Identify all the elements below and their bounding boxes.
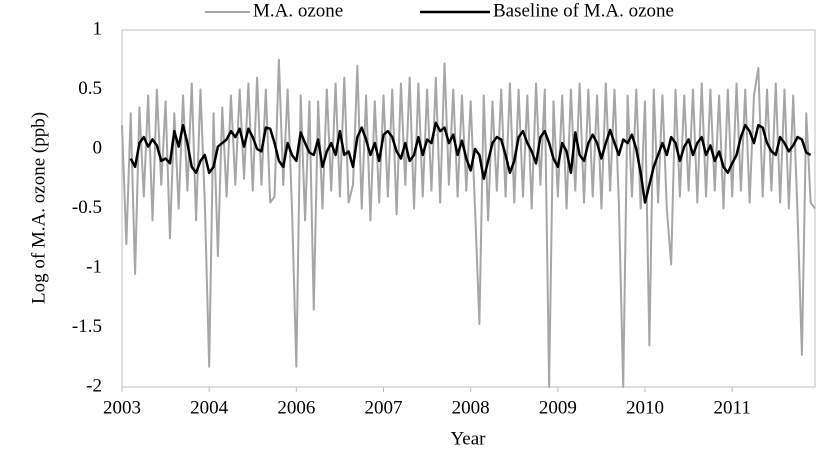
y-tick-label: 0 xyxy=(93,137,103,158)
y-tick-label: 0.5 xyxy=(78,78,102,99)
x-tick-label: 2011 xyxy=(714,397,751,418)
x-tick-label: 2003 xyxy=(103,397,141,418)
y-tick-label: -2 xyxy=(86,375,102,396)
y-tick-label: -1.5 xyxy=(72,316,102,337)
y-tick-label: -1 xyxy=(86,256,102,277)
x-tick-label: 2010 xyxy=(626,397,664,418)
plot-frame xyxy=(121,29,816,388)
legend-label: M.A. ozone xyxy=(253,0,343,21)
y-axis-label: Log of M.A. ozone (ppb) xyxy=(28,112,49,304)
x-tick-label: 2004 xyxy=(190,397,229,418)
legend-label: Baseline of M.A. ozone xyxy=(493,0,674,21)
x-tick-label: 2008 xyxy=(452,397,490,418)
x-tick-label: 2009 xyxy=(539,397,577,418)
series-line xyxy=(121,58,816,388)
x-axis-label: Year xyxy=(450,428,486,449)
y-tick-label: -0.5 xyxy=(72,197,102,218)
series-line xyxy=(129,121,812,204)
x-tick-label: 2007 xyxy=(365,397,403,418)
y-tick-label: 1 xyxy=(93,18,103,39)
x-tick-label: 2006 xyxy=(277,397,315,418)
